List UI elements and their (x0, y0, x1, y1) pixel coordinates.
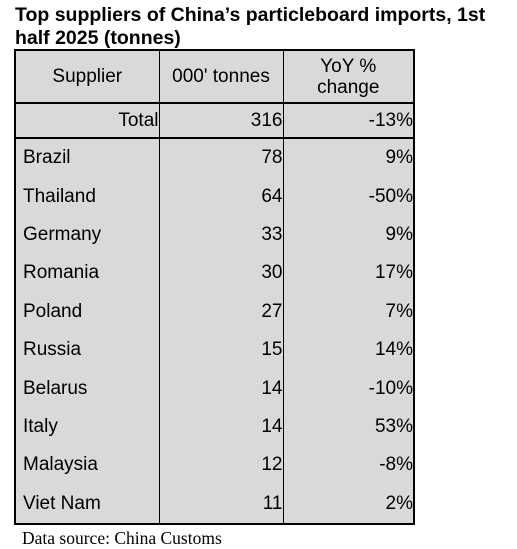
change-cell: 14% (282, 330, 415, 370)
table-row: Russia 15 14% (14, 330, 415, 370)
table-row: Romania 30 17% (14, 254, 415, 293)
table-row: Thailand 64 -50% (14, 177, 415, 216)
change-cell: -10% (282, 369, 415, 408)
total-label: Total (14, 103, 160, 139)
tonnes-cell: 14 (158, 369, 284, 408)
suppliers-table: Supplier 000' tonnes YoY % change Total … (14, 49, 415, 525)
tonnes-cell: 64 (158, 177, 284, 216)
table-row: Italy 14 53% (14, 407, 415, 447)
tonnes-cell: 33 (158, 215, 284, 255)
supplier-cell: Viet Nam (14, 484, 160, 525)
total-tonnes: 316 (158, 103, 284, 139)
change-cell: 2% (282, 484, 415, 525)
supplier-cell: Poland (14, 292, 160, 331)
change-cell: 9% (282, 215, 415, 255)
data-source-note: Data source: China Customs (22, 528, 222, 548)
supplier-cell: Brazil (14, 138, 160, 178)
change-cell: 17% (282, 254, 415, 293)
supplier-cell: Malaysia (14, 446, 160, 485)
header-row: Supplier 000' tonnes YoY % change (14, 49, 415, 104)
tonnes-cell: 27 (158, 292, 284, 331)
total-change: -13% (282, 103, 415, 139)
table-row: Brazil 78 9% (14, 138, 415, 178)
supplier-cell: Romania (14, 254, 160, 293)
tonnes-cell: 11 (158, 484, 284, 525)
table-row: Germany 33 9% (14, 215, 415, 255)
change-cell: 7% (282, 292, 415, 331)
supplier-cell: Germany (14, 215, 160, 255)
total-row: Total 316 -13% (14, 103, 415, 139)
change-cell: -50% (282, 177, 415, 216)
table-row: Malaysia 12 -8% (14, 446, 415, 485)
supplier-cell: Russia (14, 330, 160, 370)
tonnes-cell: 30 (158, 254, 284, 293)
tonnes-cell: 78 (158, 138, 284, 178)
header-supplier: Supplier (14, 49, 160, 104)
change-cell: 53% (282, 407, 415, 447)
table-row: Poland 27 7% (14, 292, 415, 331)
supplier-cell: Italy (14, 407, 160, 447)
tonnes-cell: 14 (158, 407, 284, 447)
supplier-cell: Belarus (14, 369, 160, 408)
table-row: Belarus 14 -10% (14, 369, 415, 408)
tonnes-cell: 12 (158, 446, 284, 485)
header-tonnes: 000' tonnes (158, 49, 284, 104)
table-title: Top suppliers of China’s particleboard i… (15, 4, 486, 49)
change-cell: 9% (282, 138, 415, 178)
table-row: Viet Nam 11 2% (14, 484, 415, 525)
supplier-cell: Thailand (14, 177, 160, 216)
tonnes-cell: 15 (158, 330, 284, 370)
header-yoy-change: YoY % change (282, 49, 415, 104)
change-cell: -8% (282, 446, 415, 485)
